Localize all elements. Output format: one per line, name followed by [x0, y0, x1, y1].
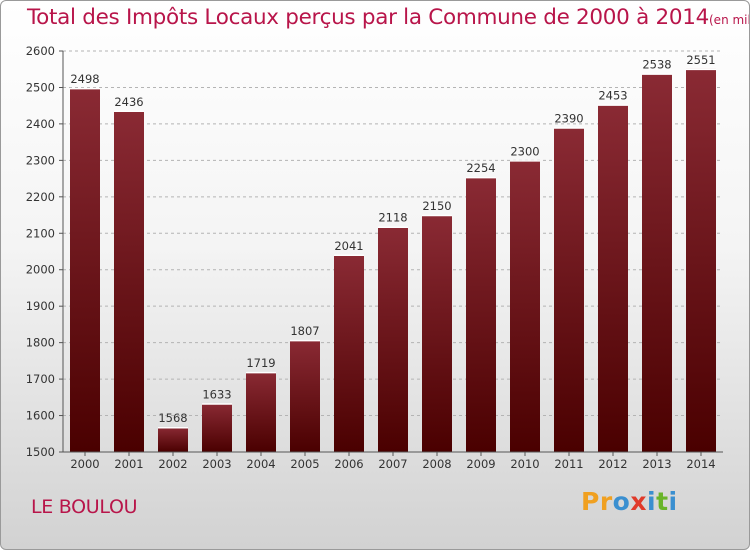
bar	[510, 160, 540, 452]
x-tick-label: 2008	[422, 457, 451, 471]
logo-letter: x	[630, 487, 647, 516]
y-tick-label: 1600	[26, 409, 55, 423]
logo-letter: t	[656, 487, 669, 516]
x-tick-label: 2004	[246, 457, 275, 471]
x-tick-label: 2014	[686, 457, 715, 471]
bar	[598, 104, 628, 452]
y-axis-tick-labels: 1500 1600 1700 1800 1900 2000 2100 2200 2300 2400…	[26, 44, 63, 459]
x-tick-label: 2003	[202, 457, 231, 471]
bar	[114, 110, 144, 452]
bar	[686, 68, 716, 452]
y-tick-label: 1900	[26, 299, 55, 313]
chart-title-text: Total des Impôts Locaux perçus par la Co…	[27, 5, 709, 30]
logo-letter: i	[668, 487, 678, 516]
bar	[158, 427, 188, 452]
data-label: 1568	[158, 411, 187, 425]
data-label: 1807	[290, 324, 319, 338]
logo-letter: r	[599, 487, 613, 516]
y-tick-label: 2500	[26, 80, 55, 94]
x-tick-label: 2013	[642, 457, 671, 471]
x-tick-label: 2006	[334, 457, 363, 471]
bar	[378, 226, 408, 452]
logo-letter: i	[647, 487, 657, 516]
y-tick-label: 2200	[26, 190, 55, 204]
bar	[202, 403, 232, 452]
x-tick-label: 2005	[290, 457, 319, 471]
x-tick-label: 2007	[378, 457, 407, 471]
bar	[290, 340, 320, 452]
bar	[466, 177, 496, 452]
data-label: 1633	[202, 388, 231, 402]
x-tick-label: 2012	[598, 457, 627, 471]
data-label: 2453	[598, 89, 627, 103]
y-tick-label: 2100	[26, 226, 55, 240]
axes	[62, 51, 723, 453]
y-tick-label: 2400	[26, 117, 55, 131]
y-tick-label: 2000	[26, 263, 55, 277]
y-tick-label: 2600	[26, 44, 55, 58]
data-label: 2551	[686, 53, 715, 67]
bar	[422, 215, 452, 452]
data-label: 2390	[554, 112, 583, 126]
data-label: 1719	[246, 356, 275, 370]
logo-letter: o	[612, 487, 631, 516]
y-tick-label: 1500	[26, 445, 55, 459]
x-tick-label: 2001	[114, 457, 143, 471]
x-tick-label: 2010	[510, 457, 539, 471]
data-label: 2254	[466, 161, 495, 175]
y-tick-label: 1800	[26, 336, 55, 350]
x-axis-tick-labels: 2000 2001 2002 2003 2004 2005 2006 2007 2008 2009…	[70, 452, 716, 471]
x-tick-label: 2002	[158, 457, 187, 471]
x-tick-label: 2009	[466, 457, 495, 471]
chart-title: Total des Impôts Locaux perçus par la Co…	[27, 5, 749, 30]
logo-letter: P	[581, 487, 600, 516]
proxiti-logo[interactable]: Proxiti	[581, 487, 678, 516]
bar	[70, 88, 100, 452]
data-label: 2041	[334, 239, 363, 253]
x-tick-label: 2000	[70, 457, 99, 471]
bar	[334, 254, 364, 452]
bar	[642, 73, 672, 453]
data-label: 2498	[70, 72, 99, 86]
y-tick-label: 1700	[26, 372, 55, 386]
bar	[554, 127, 584, 453]
data-label: 2538	[642, 58, 671, 72]
y-tick-label: 2300	[26, 153, 55, 167]
x-tick-label: 2011	[554, 457, 583, 471]
data-labels: 2498 2436 1568 1633 1719 1807 2041 2118 2150 2254…	[70, 53, 715, 425]
data-label: 2150	[422, 199, 451, 213]
commune-name: LE BOULOU	[31, 496, 138, 518]
bars	[70, 68, 716, 453]
bar	[246, 372, 276, 452]
data-label: 2118	[378, 211, 407, 225]
chart-title-unit: (en milliers d'€)	[709, 13, 749, 27]
data-label: 2300	[510, 144, 539, 158]
data-label: 2436	[114, 95, 143, 109]
